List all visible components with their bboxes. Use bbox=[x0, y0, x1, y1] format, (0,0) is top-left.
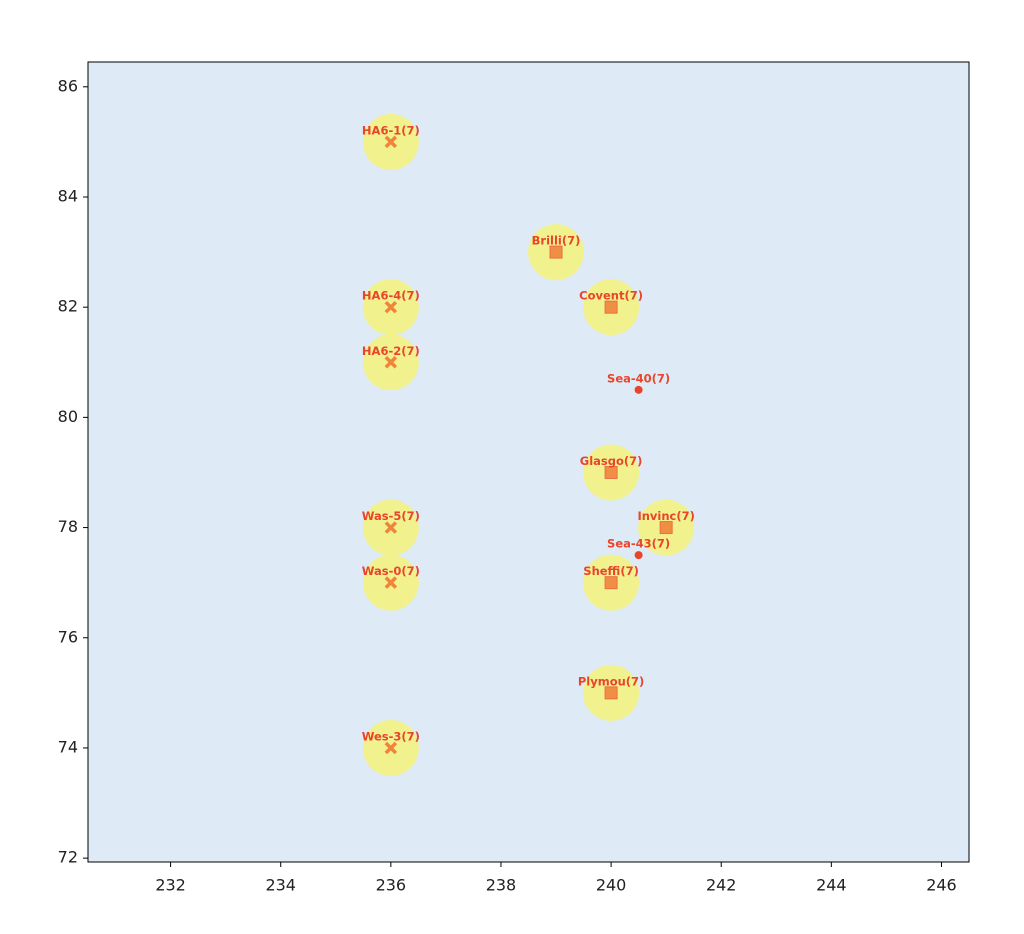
x-tick-label: 244 bbox=[816, 876, 847, 895]
point-label: HA6-2(7) bbox=[362, 344, 420, 358]
y-tick-label: 76 bbox=[58, 627, 78, 646]
square-marker bbox=[604, 300, 618, 314]
square-marker bbox=[604, 576, 618, 590]
x-marker bbox=[384, 135, 398, 149]
point-label: Invinc(7) bbox=[637, 509, 694, 523]
point-label: HA6-1(7) bbox=[362, 123, 420, 137]
x-tick-label: 236 bbox=[376, 876, 407, 895]
y-tick-label: 72 bbox=[58, 848, 78, 867]
y-tick-label: 78 bbox=[58, 517, 78, 536]
x-tick-label: 242 bbox=[706, 876, 737, 895]
dot-marker bbox=[634, 551, 643, 560]
point-label: Was-0(7) bbox=[362, 564, 420, 578]
point-label: Glasgo(7) bbox=[580, 454, 643, 468]
x-marker bbox=[384, 521, 398, 534]
point-label: Sea-43(7) bbox=[607, 537, 670, 551]
square-marker bbox=[604, 686, 618, 700]
x-marker bbox=[384, 356, 398, 369]
square-marker bbox=[604, 465, 618, 479]
x-marker bbox=[384, 576, 398, 589]
x-tick-label: 234 bbox=[265, 876, 296, 895]
dot-marker bbox=[634, 385, 643, 394]
plot-area bbox=[88, 62, 969, 862]
x-tick-label: 240 bbox=[596, 876, 627, 895]
y-tick-label: 86 bbox=[58, 76, 78, 95]
point-label: Sheffi(7) bbox=[583, 564, 639, 578]
x-tick-label: 232 bbox=[155, 876, 186, 895]
point-label: HA6-4(7) bbox=[362, 289, 420, 303]
y-tick-label: 84 bbox=[58, 186, 78, 205]
square-marker bbox=[549, 245, 563, 259]
y-tick-label: 82 bbox=[58, 297, 78, 316]
x-tick-label: 238 bbox=[486, 876, 517, 895]
square-marker bbox=[659, 521, 673, 535]
y-tick-label: 80 bbox=[58, 407, 78, 426]
y-tick-label: 74 bbox=[58, 737, 78, 756]
x-marker bbox=[384, 741, 398, 755]
point-label: Brilli(7) bbox=[532, 234, 581, 248]
plot-frame bbox=[87, 61, 970, 863]
x-marker bbox=[384, 300, 398, 314]
point-label: Was-5(7) bbox=[362, 509, 420, 523]
point-label: Plymou(7) bbox=[578, 674, 644, 688]
point-label: Sea-40(7) bbox=[607, 371, 670, 385]
x-tick-label: 246 bbox=[926, 876, 957, 895]
point-label: Wes-3(7) bbox=[362, 729, 420, 743]
point-label: Covent(7) bbox=[579, 289, 643, 303]
